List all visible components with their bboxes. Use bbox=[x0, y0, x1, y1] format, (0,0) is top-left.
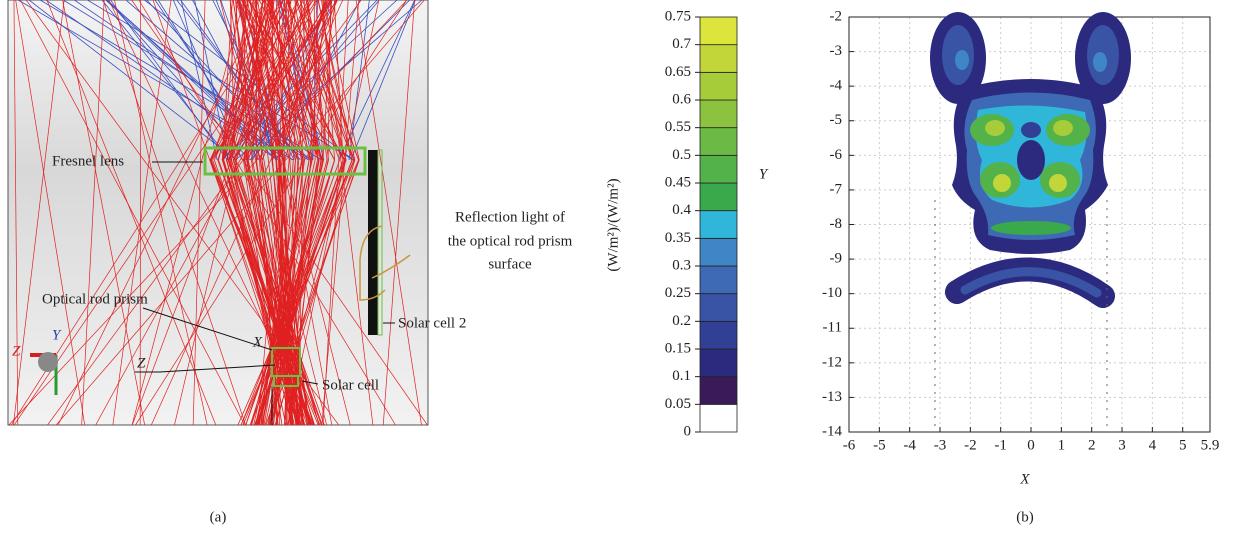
y-tick-label: -3 bbox=[830, 43, 843, 59]
label: Solar cell 2 bbox=[398, 315, 466, 331]
x-tick-label: -1 bbox=[994, 437, 1007, 453]
x-tick-label: 0 bbox=[1027, 437, 1035, 453]
colorbar-tick-label: 0.4 bbox=[672, 202, 691, 218]
colorbar-tick-label: 0.75 bbox=[665, 8, 691, 24]
blob bbox=[1093, 52, 1107, 72]
blob bbox=[991, 221, 1071, 235]
blob bbox=[955, 50, 969, 70]
y-tick-label: -14 bbox=[822, 423, 842, 439]
x-tick-label: 1 bbox=[1058, 437, 1066, 453]
colorbar-tick-label: 0.35 bbox=[665, 230, 691, 246]
y-tick-label: -13 bbox=[822, 389, 842, 405]
x-tick-label: -4 bbox=[903, 437, 916, 453]
blob bbox=[1049, 174, 1067, 192]
colorbar-tick-label: 0.5 bbox=[672, 147, 691, 163]
solar-cell-2 bbox=[368, 150, 378, 335]
colorbar-band bbox=[700, 45, 737, 73]
label: X bbox=[252, 334, 263, 350]
colorbar-tick-label: 0.15 bbox=[665, 340, 691, 356]
x-tick-label: -2 bbox=[964, 437, 977, 453]
colorbar-tick-label: 0.6 bbox=[672, 91, 691, 107]
x-tick-label: -3 bbox=[934, 437, 947, 453]
y-tick-label: -9 bbox=[830, 251, 843, 267]
colorbar-band bbox=[700, 321, 737, 349]
colorbar-tick-label: 0.55 bbox=[665, 119, 691, 135]
y-tick-label: -2 bbox=[830, 8, 843, 24]
y-tick-label: -10 bbox=[822, 285, 842, 301]
colorbar-tick-label: 0 bbox=[684, 423, 692, 439]
contours bbox=[930, 12, 1131, 432]
y-tick-label: -4 bbox=[830, 78, 843, 94]
label: the optical rod prism bbox=[448, 233, 573, 249]
x-tick-label: 4 bbox=[1149, 437, 1157, 453]
y-tick-label: -12 bbox=[822, 354, 842, 370]
colorbar-band bbox=[700, 155, 737, 183]
colorbar-band bbox=[700, 377, 737, 405]
colorbar-tick-label: 0.1 bbox=[672, 368, 691, 384]
colorbar-band bbox=[700, 238, 737, 266]
label: Fresnel lens bbox=[52, 153, 124, 169]
colorbar-tick-label: 0.25 bbox=[665, 285, 691, 301]
blob bbox=[985, 120, 1005, 136]
colorbar-band bbox=[700, 17, 737, 45]
colorbar-tick-label: 0.3 bbox=[672, 257, 691, 273]
label: Z bbox=[137, 355, 146, 371]
blob bbox=[1021, 122, 1041, 138]
y-tick-label: -11 bbox=[823, 320, 842, 336]
caption: (a) bbox=[210, 509, 227, 525]
colorbar-band bbox=[700, 294, 737, 322]
y-tick-label: -8 bbox=[830, 216, 843, 232]
x-tick-label: 2 bbox=[1088, 437, 1096, 453]
label: surface bbox=[488, 256, 532, 272]
gizmo-ball bbox=[38, 352, 58, 372]
colorbar-band bbox=[700, 349, 737, 377]
blob bbox=[993, 174, 1011, 192]
colorbar-band bbox=[700, 183, 737, 211]
colorbar-tick-label: 0.2 bbox=[672, 313, 691, 329]
colorbar-band bbox=[700, 128, 737, 156]
colorbar-band bbox=[700, 266, 737, 294]
y-tick-label: -5 bbox=[830, 112, 843, 128]
label: Optical rod prism bbox=[42, 291, 148, 307]
colorbar-band bbox=[700, 211, 737, 239]
x-axis-label: X bbox=[1019, 471, 1030, 487]
colorbar-tick-label: 0.65 bbox=[665, 64, 691, 80]
caption: (b) bbox=[1016, 509, 1034, 525]
x-tick-label: 5.9 bbox=[1201, 437, 1220, 453]
x-tick-label: 3 bbox=[1118, 437, 1126, 453]
blob bbox=[1017, 140, 1045, 180]
label: Solar cell bbox=[322, 377, 379, 393]
x-tick-label: -5 bbox=[873, 437, 886, 453]
colorbar: 0 0.05 0.1 0.15 0.2 0.25 0.3 0.35 0.4 0.45 0.5 0.55… bbox=[665, 8, 737, 439]
blob bbox=[1053, 120, 1073, 136]
y-tick-label: -7 bbox=[830, 181, 843, 197]
colorbar-label: (W/m²)/(W/m²) bbox=[605, 178, 621, 271]
colorbar-tick-label: 0.7 bbox=[672, 36, 691, 52]
colorbar-band bbox=[700, 404, 737, 432]
colorbar-tick-label: 0.05 bbox=[665, 396, 691, 412]
y-axis-label: Y bbox=[759, 166, 769, 182]
label: Reflection light of bbox=[455, 209, 565, 225]
colorbar-band bbox=[700, 100, 737, 128]
x-tick-label: -6 bbox=[843, 437, 856, 453]
colorbar-band bbox=[700, 72, 737, 100]
gizmo-label: Z bbox=[12, 343, 21, 359]
y-tick-label: -6 bbox=[830, 147, 843, 163]
x-tick-label: 5 bbox=[1179, 437, 1187, 453]
colorbar-tick-label: 0.45 bbox=[665, 174, 691, 190]
